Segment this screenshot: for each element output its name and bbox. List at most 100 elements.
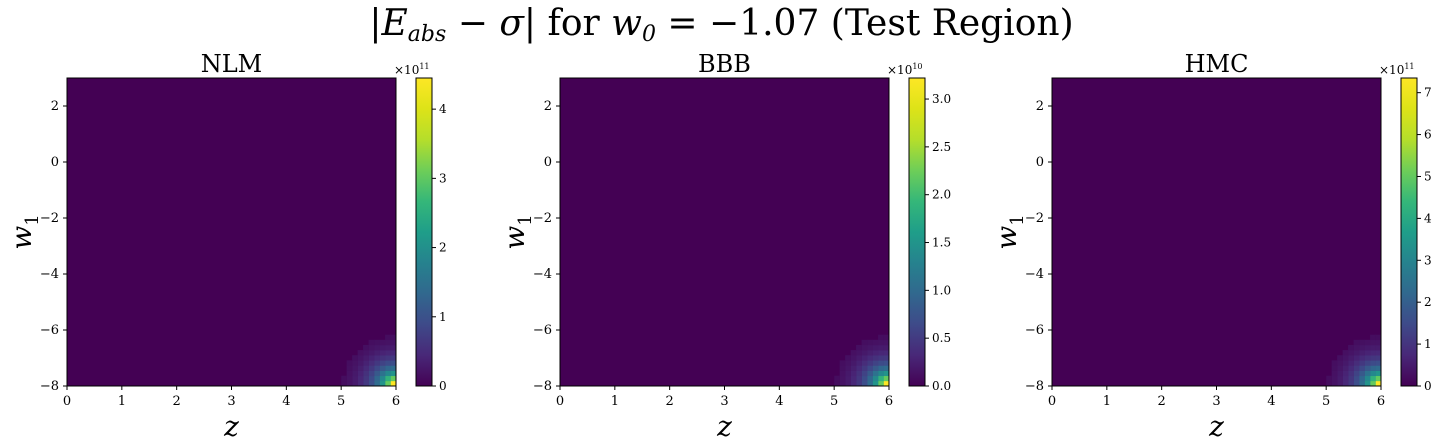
colorbar-tick-label: 4 <box>439 102 447 116</box>
heatmap-cell <box>845 375 851 382</box>
heatmap-cell <box>1342 365 1349 371</box>
heatmap-cell <box>357 355 364 361</box>
heatmap-cell <box>1364 360 1371 366</box>
heatmap-cell <box>883 365 890 371</box>
heatmap-cell <box>1375 365 1382 371</box>
heatmap-cell <box>390 370 397 377</box>
x-tick-label: 4 <box>282 394 290 409</box>
heatmap-cell <box>1337 355 1343 361</box>
colorbar-tick-label: 3.0 <box>932 92 951 106</box>
y-tick-label: −2 <box>533 211 552 226</box>
heatmap-cell <box>390 380 397 387</box>
heatmap-cell <box>1353 365 1360 371</box>
heatmap-cell <box>1353 370 1360 377</box>
x-axis-label: z <box>223 410 239 443</box>
heatmap-cell <box>861 375 868 382</box>
heatmap-cell <box>867 360 873 366</box>
x-tick-label: 3 <box>1212 394 1220 409</box>
heatmap-cell <box>1359 375 1365 382</box>
colorbar-tick-label: 6 <box>1424 128 1432 142</box>
x-tick-label: 4 <box>775 394 783 409</box>
heatmap-cell <box>878 380 884 387</box>
heatmap-cell <box>368 375 375 382</box>
y-axis-label-subscript: 1 <box>22 214 43 225</box>
heatmap-cell <box>883 370 890 377</box>
x-tick-label: 0 <box>63 394 71 409</box>
heatmap-cell <box>363 375 369 382</box>
y-axis-label: w1 <box>5 214 43 249</box>
heatmap-cell <box>374 339 380 346</box>
heatmap-cell <box>368 360 375 366</box>
heatmap-cell <box>861 365 868 371</box>
heatmap-field <box>560 78 889 386</box>
heatmap-cell <box>867 380 873 387</box>
heatmap-cell <box>845 365 851 371</box>
y-tick-label: 2 <box>51 99 59 114</box>
x-tick-label: 5 <box>830 394 838 409</box>
heatmap-cell <box>346 375 353 382</box>
heatmap-cell <box>850 375 857 382</box>
y-tick-label: −4 <box>40 267 59 282</box>
colorbar-tick-label: 7 <box>1424 86 1432 100</box>
heatmap-cell <box>839 380 846 387</box>
heatmap-cell <box>368 344 375 351</box>
heatmap-cell <box>878 350 884 356</box>
heatmap-cell <box>385 355 391 361</box>
heatmap-cell <box>856 365 862 371</box>
heatmap-cell <box>1342 360 1349 366</box>
heatmap-cell <box>839 365 846 371</box>
heatmap-cell <box>856 344 862 351</box>
heatmap-cell <box>872 360 879 366</box>
y-tick-label: −2 <box>1025 211 1044 226</box>
heatmap-cell <box>845 355 851 361</box>
heatmap-cell <box>1370 370 1376 377</box>
heatmap-cell <box>1359 370 1365 377</box>
heatmap-cell <box>390 360 397 366</box>
heatmap-panel-bbb: BBB 0 1 2 3 4 5 6 2 0 −2 −4 −6 −8 z w1 0.0 0.5 1.0 1.5 2.0 2.… <box>498 50 951 443</box>
heatmap-cell <box>1375 334 1382 341</box>
heatmap-cell <box>883 339 890 346</box>
heatmap-cell <box>385 360 391 366</box>
y-tick-label: −2 <box>40 211 59 226</box>
heatmap-cell <box>856 375 862 382</box>
heatmap-cell <box>1364 355 1371 361</box>
colorbar-scale-exponent: 11 <box>419 62 429 71</box>
heatmap-cell <box>390 334 397 341</box>
heatmap-cell <box>368 380 375 387</box>
heatmap-cell <box>385 380 391 387</box>
colorbar-tick-label: 3 <box>439 171 447 185</box>
heatmap-cell <box>385 334 391 341</box>
heatmap-cell <box>1326 380 1332 387</box>
heatmap-cell <box>379 360 386 366</box>
y-axis-label-subscript: 1 <box>1007 214 1028 225</box>
heatmap-cell <box>385 375 391 382</box>
heatmap-cell <box>374 344 380 351</box>
heatmap-cell <box>1331 375 1338 382</box>
y-tick-label: −8 <box>40 379 59 394</box>
heatmap-cell <box>374 355 380 361</box>
heatmap-cell <box>346 360 353 366</box>
heatmap-cell <box>1326 375 1332 382</box>
heatmap-cell <box>1331 365 1338 371</box>
heatmap-cell <box>1370 355 1376 361</box>
heatmap-cell <box>352 365 358 371</box>
heatmap-cell <box>1359 355 1365 361</box>
panel-title: BBB <box>698 50 751 78</box>
y-axis-label: w1 <box>498 214 536 249</box>
x-tick-label: 2 <box>1158 394 1166 409</box>
heatmap-cell <box>872 339 879 346</box>
heatmap-panel-hmc: HMC 0 1 2 3 4 5 6 2 0 −2 −4 −6 −8 z w1 0 1 2 3 4 5 6 7 ×1011 <box>990 50 1432 443</box>
heatmap-cell <box>1331 360 1338 366</box>
heatmap-cell <box>839 375 846 382</box>
heatmap-cell <box>1364 370 1371 377</box>
heatmap-cell <box>1353 344 1360 351</box>
x-tick-label: 0 <box>556 394 564 409</box>
y-tick-label: −4 <box>1025 267 1044 282</box>
colorbar-tick-label: 5 <box>1424 169 1432 183</box>
heatmap-cell <box>1364 339 1371 346</box>
heatmap-cell <box>379 365 386 371</box>
heatmap-cell <box>390 339 397 346</box>
colorbar-tick-label: 0 <box>439 379 447 393</box>
heatmap-cell <box>352 380 358 387</box>
y-tick-label: −4 <box>533 267 552 282</box>
